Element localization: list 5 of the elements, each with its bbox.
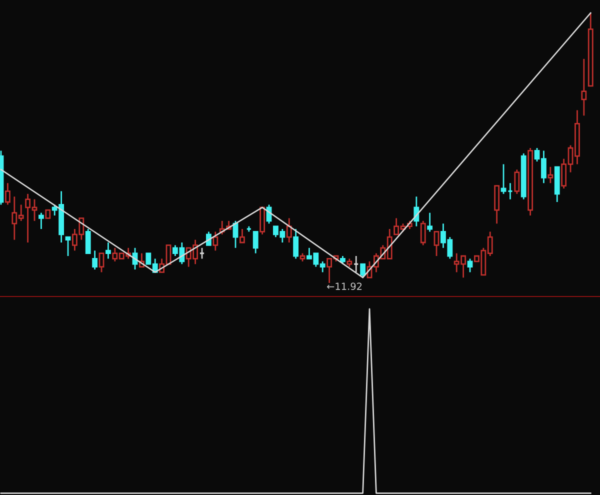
annotation: ←11.92 [327, 282, 362, 290]
candlestick [106, 242, 111, 260]
candlestick [548, 166, 554, 184]
candlestick [286, 218, 292, 244]
candlestick [581, 58, 587, 116]
